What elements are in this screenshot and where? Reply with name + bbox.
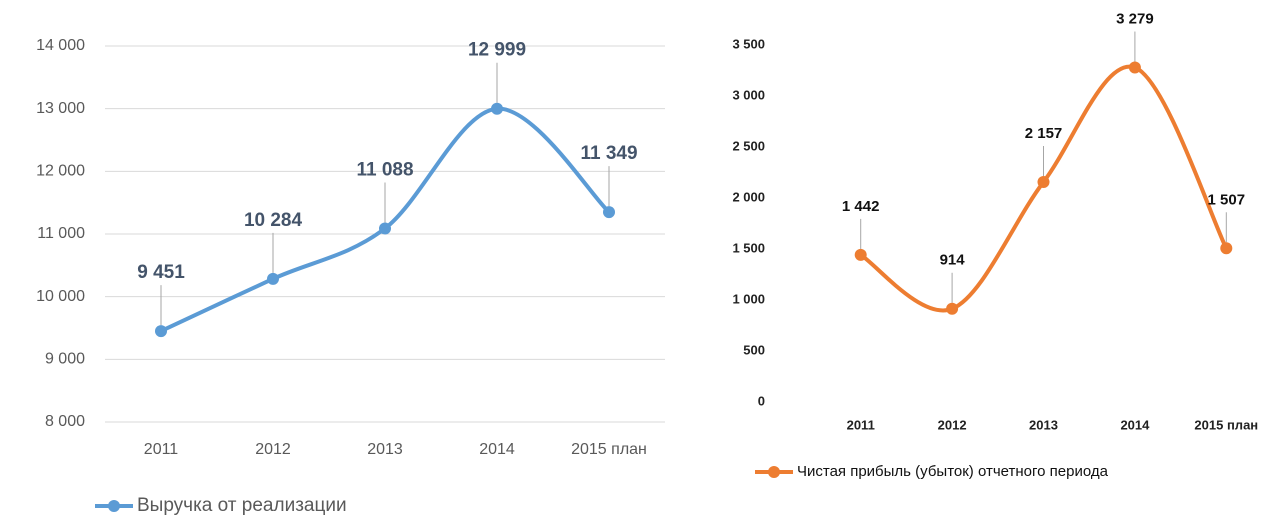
point [946, 302, 959, 315]
x-tick-label: 2011 [144, 441, 179, 458]
data-label: 1 442 [842, 198, 880, 215]
x-tick-label: 2011 [847, 417, 875, 432]
legend-marker [768, 466, 780, 478]
y-tick-label: 10 000 [36, 288, 85, 305]
y-tick-label: 3 000 [732, 87, 765, 102]
point [603, 206, 615, 219]
point [854, 248, 867, 261]
legend-label: Выручка от реализации [137, 495, 347, 516]
data-label: 11 088 [356, 160, 413, 181]
x-tick-label: 2015 план [1194, 417, 1258, 432]
point [1220, 242, 1233, 255]
y-tick-label: 2 000 [732, 189, 765, 204]
x-tick-label: 2014 [1120, 417, 1150, 432]
y-tick-label: 14 000 [36, 37, 85, 54]
x-tick-label: 2012 [938, 417, 967, 432]
y-tick-label: 1 500 [732, 240, 765, 255]
point [267, 272, 279, 285]
y-tick-label: 8 000 [45, 413, 85, 430]
series-line [859, 64, 1229, 313]
x-tick-label: 2012 [255, 441, 291, 458]
data-label: 1 507 [1208, 191, 1246, 208]
x-tick-label: 2013 [367, 441, 403, 458]
y-tick-label: 0 [758, 393, 765, 408]
legend-label: Чистая прибыль (убыток) отчетного период… [797, 463, 1109, 480]
data-label: 11 349 [580, 143, 637, 164]
x-tick-label: 2014 [479, 441, 515, 458]
y-tick-label: 500 [743, 342, 765, 357]
y-tick-label: 11 000 [37, 225, 85, 242]
y-tick-label: 12 000 [36, 163, 85, 180]
point [1037, 175, 1050, 188]
point [1128, 61, 1141, 74]
data-label: 10 284 [244, 210, 303, 231]
legend-marker [108, 500, 120, 512]
data-label: 9 451 [137, 262, 185, 283]
data-label: 12 999 [468, 40, 526, 61]
data-label: 3 279 [1116, 11, 1154, 28]
data-label: 914 [940, 252, 966, 269]
point [491, 102, 503, 115]
data-label: 2 157 [1025, 125, 1063, 142]
y-tick-label: 1 000 [732, 291, 765, 306]
point [379, 222, 391, 235]
y-tick-label: 9 000 [45, 351, 85, 368]
x-tick-label: 2013 [1029, 417, 1058, 432]
y-tick-label: 3 500 [732, 36, 765, 51]
y-tick-label: 2 500 [732, 138, 765, 153]
x-tick-label: 2015 план [571, 441, 647, 458]
y-tick-label: 13 000 [36, 100, 85, 117]
point [155, 325, 167, 338]
